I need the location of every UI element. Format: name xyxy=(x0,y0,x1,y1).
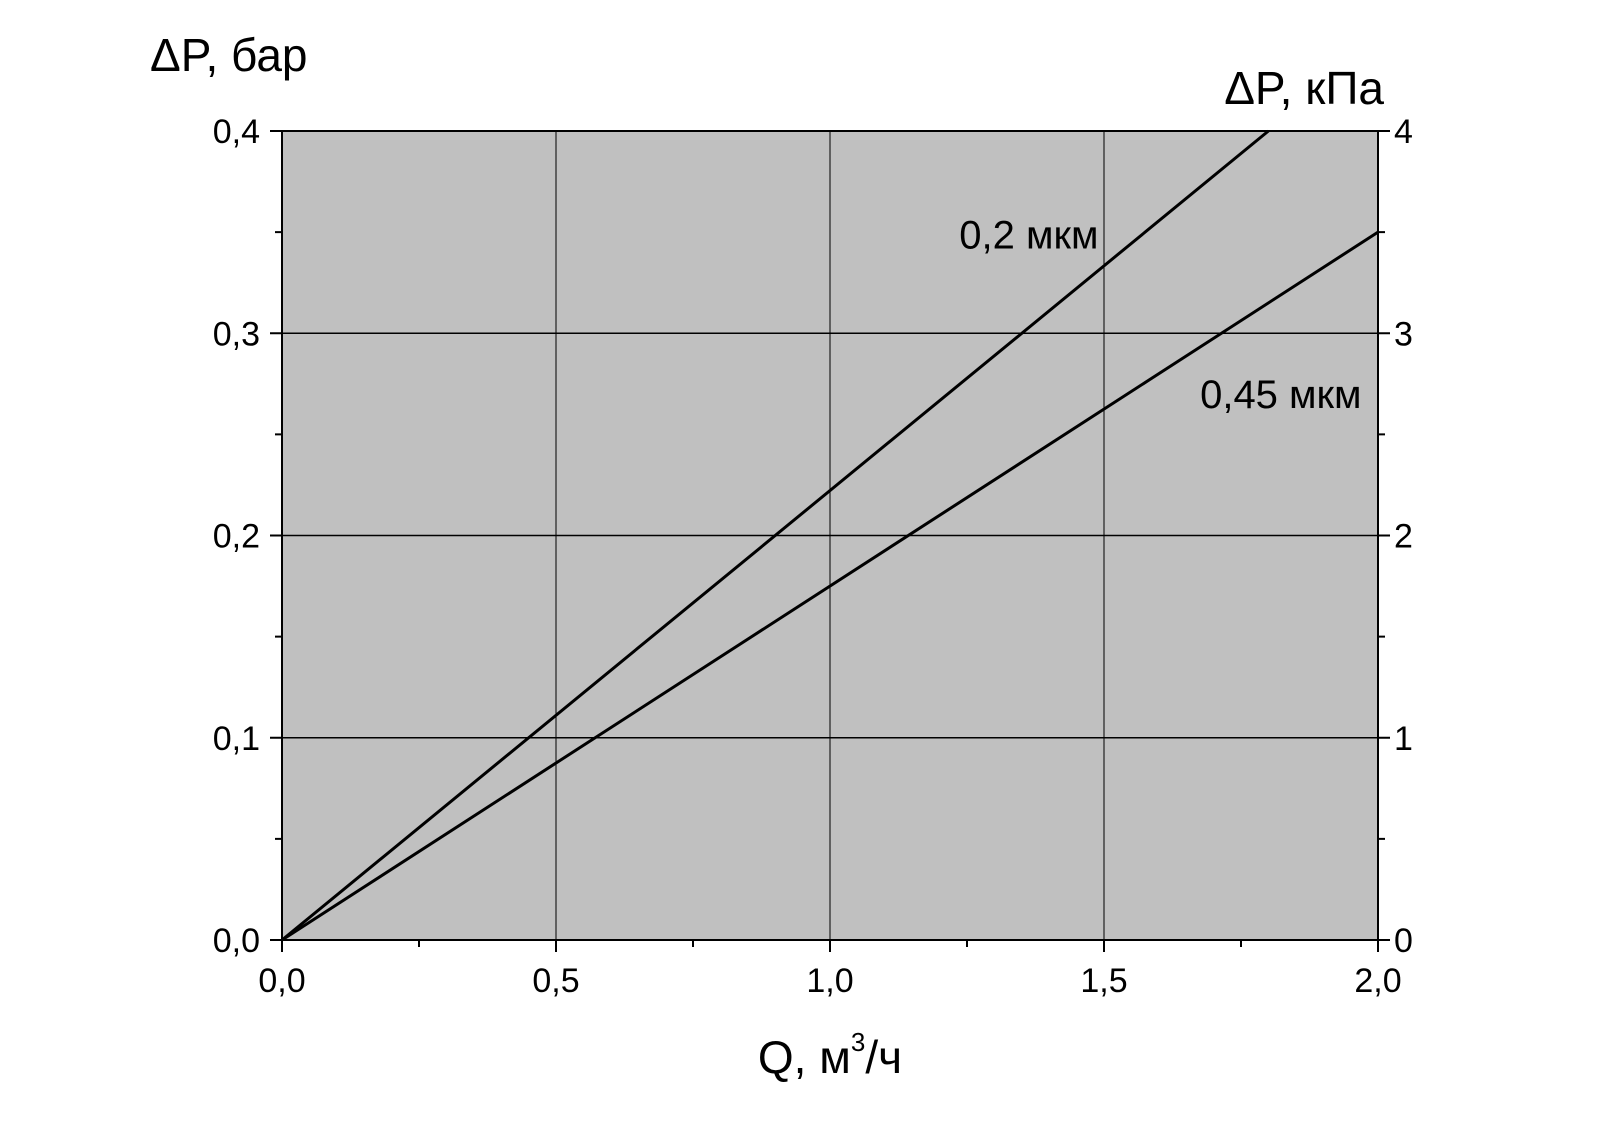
x-tick-label: 2,0 xyxy=(1354,962,1401,1000)
y2-axis-title: ΔP, кПа xyxy=(1224,62,1384,114)
y-tick-label: 0,3 xyxy=(213,315,260,353)
y2-tick-label: 4 xyxy=(1394,113,1413,151)
y2-tick-label: 3 xyxy=(1394,315,1413,353)
x-tick-label: 0,5 xyxy=(532,962,579,1000)
y-tick-label: 0,2 xyxy=(213,518,260,556)
y-tick-label: 0,0 xyxy=(213,922,260,960)
y-tick-label: 0,1 xyxy=(213,720,260,758)
x-tick-labels: 0,0 0,5 1,0 1,5 2,0 xyxy=(258,962,1401,1000)
x-tick-label: 1,0 xyxy=(806,962,853,1000)
x-tick-label: 0,0 xyxy=(258,962,305,1000)
x-axis-title: Q, м3/ч xyxy=(758,1027,902,1083)
series-label-1: 0,2 мкм xyxy=(959,213,1098,257)
x-axis-title-tail: /ч xyxy=(865,1031,902,1083)
series-labels: 0,2 мкм 0,45 мкм xyxy=(959,213,1361,417)
x-axis-title-main: Q, м xyxy=(758,1031,851,1083)
axis-ticks xyxy=(270,130,1390,952)
y2-tick-label: 1 xyxy=(1394,720,1413,758)
series-lines xyxy=(281,129,1379,942)
y-tick-labels: 0,0 0,1 0,2 0,3 0,4 xyxy=(213,113,260,960)
y2-tick-labels: 0 1 2 3 4 xyxy=(1394,113,1413,960)
y2-tick-label: 0 xyxy=(1394,922,1413,960)
x-tick-label: 1,5 xyxy=(1080,962,1127,1000)
x-axis-title-superscript: 3 xyxy=(851,1027,865,1057)
y-axis-title: ΔP, бар xyxy=(150,29,308,81)
series-label-2: 0,45 мкм xyxy=(1200,373,1361,417)
series-line-2 xyxy=(281,230,1379,942)
plot-frame xyxy=(281,130,1379,941)
y-tick-label: 0,4 xyxy=(213,113,260,151)
y2-tick-label: 2 xyxy=(1394,518,1413,556)
series-line-1 xyxy=(281,129,1270,942)
